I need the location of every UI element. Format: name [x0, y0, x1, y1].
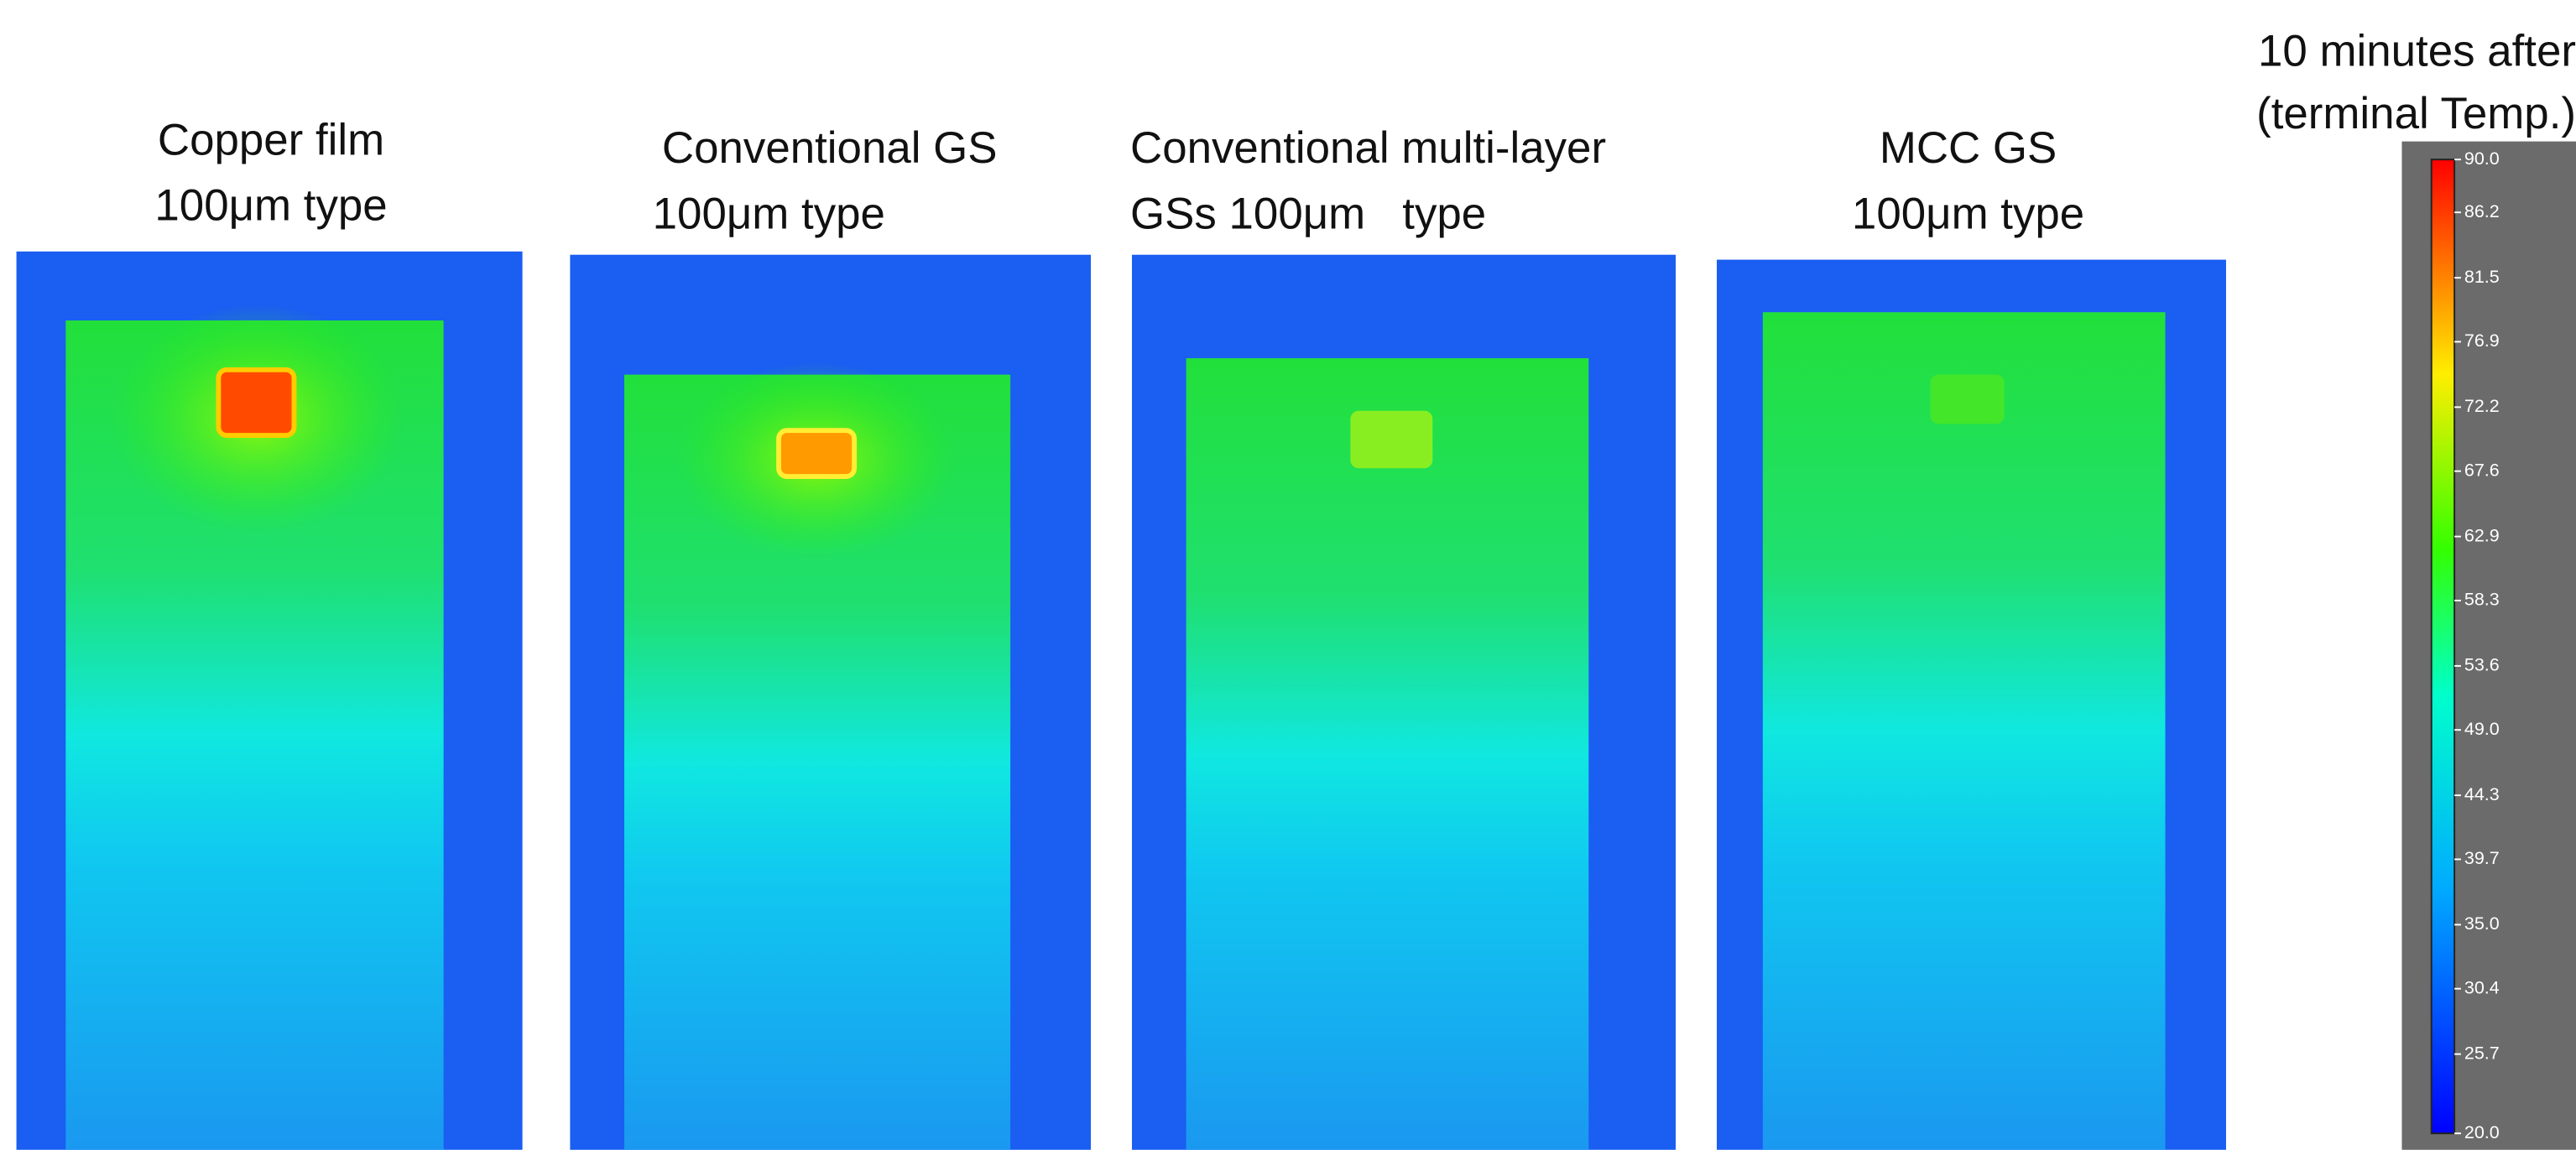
- panel-label: Conventional multi-layer: [1130, 123, 1606, 173]
- panel-label: GSs 100μm type: [1130, 189, 1486, 238]
- colorbar-tick-label: 20.0: [2464, 1122, 2500, 1142]
- colorbar-tick-label: 62.9: [2464, 525, 2500, 545]
- panel-label: 100μm type: [154, 181, 387, 231]
- colorbar: 10 minutes after (terminal Temp.) 90.0 86…: [2256, 27, 2576, 1150]
- colorbar-tick-label: 81.5: [2464, 267, 2500, 287]
- colorbar-tick-label: 25.7: [2464, 1043, 2500, 1063]
- figure: Copper film 100μm type Conventional GS 1…: [0, 0, 2576, 1150]
- thermal-images: [17, 252, 2226, 1150]
- colorbar-tick-label: 72.2: [2464, 396, 2500, 416]
- colorbar-tick-label: 67.6: [2464, 460, 2500, 480]
- colorbar-tick-label: 44.3: [2464, 784, 2500, 804]
- panel-label: 100μm type: [653, 189, 885, 238]
- panel-label: MCC GS: [1880, 123, 2057, 173]
- panel-label: Copper film: [158, 115, 384, 164]
- colorbar-tick-label: 86.2: [2464, 201, 2500, 221]
- panel-image: [1717, 260, 2226, 1150]
- colorbar-tick-label: 53.6: [2464, 655, 2500, 675]
- panel-image: [570, 255, 1091, 1150]
- colorbar-frame: [2401, 142, 2576, 1150]
- panel-image: [17, 252, 523, 1150]
- panel-image: [1132, 255, 1676, 1150]
- colorbar-title: 10 minutes after: [2258, 27, 2576, 76]
- colorbar-tick-label: 35.0: [2464, 913, 2500, 934]
- colorbar-tick-label: 49.0: [2464, 719, 2500, 739]
- colorbar-tick-label: 90.0: [2464, 148, 2500, 169]
- colorbar-tick-label: 30.4: [2464, 977, 2500, 997]
- panel-labels: Copper film 100μm type Conventional GS 1…: [154, 115, 2084, 238]
- colorbar-tick-label: 58.3: [2464, 590, 2500, 610]
- colorbar-strip: [2432, 159, 2454, 1133]
- colorbar-tick-label: 76.9: [2464, 330, 2500, 351]
- colorbar-tick-label: 39.7: [2464, 848, 2500, 868]
- colorbar-title: (terminal Temp.): [2256, 89, 2576, 138]
- panel-label: 100μm type: [1852, 189, 2084, 238]
- panel-label: Conventional GS: [662, 123, 998, 173]
